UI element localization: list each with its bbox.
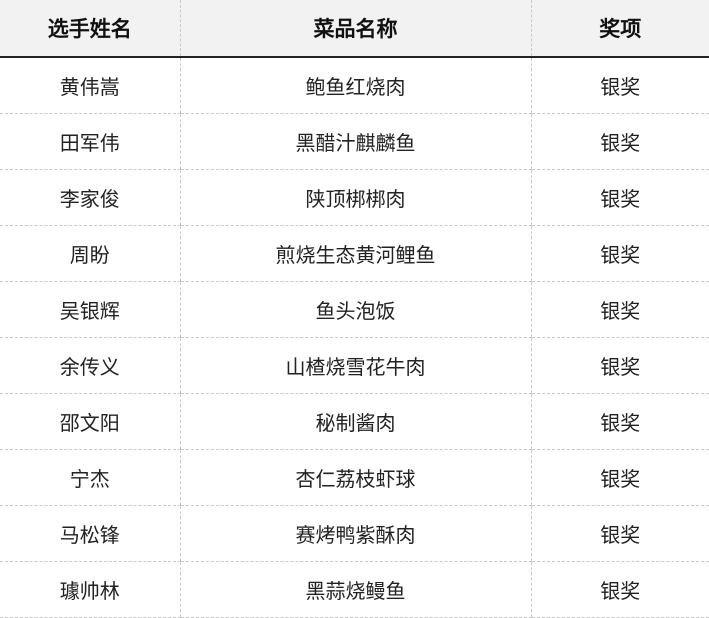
award-cell: 银奖 — [530, 393, 709, 450]
table-row: 田军伟 黑醋汁麒麟鱼 银奖 — [0, 113, 709, 170]
contestant-name-cell: 周盼 — [0, 225, 180, 282]
award-cell: 银奖 — [530, 561, 709, 618]
contestant-name-cell: 马松锋 — [0, 505, 180, 562]
table-row: 余传义 山楂烧雪花牛肉 银奖 — [0, 337, 709, 394]
award-cell: 银奖 — [530, 225, 709, 282]
header-row: 选手姓名 菜品名称 奖项 — [0, 0, 709, 58]
contestant-name-cell: 田军伟 — [0, 113, 180, 170]
table-row: 李家俊 陕顶梆梆肉 银奖 — [0, 169, 709, 226]
contestant-name-cell: 黄伟嵩 — [0, 57, 180, 114]
contestant-name-cell: 璩帅林 — [0, 561, 180, 618]
dish-name-cell: 煎烧生态黄河鲤鱼 — [179, 225, 531, 282]
table-row: 宁杰 杏仁荔枝虾球 银奖 — [0, 449, 709, 506]
contestant-name-cell: 邵文阳 — [0, 393, 180, 450]
contestant-name-cell: 吴银辉 — [0, 281, 180, 338]
header-award: 奖项 — [530, 0, 709, 58]
table-row: 黄伟嵩 鲍鱼红烧肉 银奖 — [0, 57, 709, 114]
award-cell: 银奖 — [530, 169, 709, 226]
header-contestant-name: 选手姓名 — [0, 0, 180, 58]
award-cell: 银奖 — [530, 113, 709, 170]
award-cell: 银奖 — [530, 449, 709, 506]
table-row: 吴银辉 鱼头泡饭 银奖 — [0, 281, 709, 338]
dish-name-cell: 杏仁荔枝虾球 — [179, 449, 531, 506]
award-cell: 银奖 — [530, 57, 709, 114]
table-row: 璩帅林 黑蒜烧鳗鱼 银奖 — [0, 561, 709, 618]
contestant-name-cell: 李家俊 — [0, 169, 180, 226]
award-cell: 银奖 — [530, 337, 709, 394]
dish-name-cell: 山楂烧雪花牛肉 — [179, 337, 531, 394]
award-cell: 银奖 — [530, 281, 709, 338]
dish-name-cell: 黑醋汁麒麟鱼 — [179, 113, 531, 170]
dish-name-cell: 赛烤鸭紫酥肉 — [179, 505, 531, 562]
dish-name-cell: 鲍鱼红烧肉 — [179, 57, 531, 114]
dish-name-cell: 鱼头泡饭 — [179, 281, 531, 338]
table-row: 周盼 煎烧生态黄河鲤鱼 银奖 — [0, 225, 709, 282]
dish-name-cell: 黑蒜烧鳗鱼 — [179, 561, 531, 618]
table-row: 马松锋 赛烤鸭紫酥肉 银奖 — [0, 505, 709, 562]
header-dish-name: 菜品名称 — [179, 0, 531, 58]
contestant-name-cell: 宁杰 — [0, 449, 180, 506]
contestant-name-cell: 余传义 — [0, 337, 180, 394]
dish-name-cell: 陕顶梆梆肉 — [179, 169, 531, 226]
table-row: 邵文阳 秘制酱肉 银奖 — [0, 393, 709, 450]
dish-name-cell: 秘制酱肉 — [179, 393, 531, 450]
award-cell: 银奖 — [530, 505, 709, 562]
